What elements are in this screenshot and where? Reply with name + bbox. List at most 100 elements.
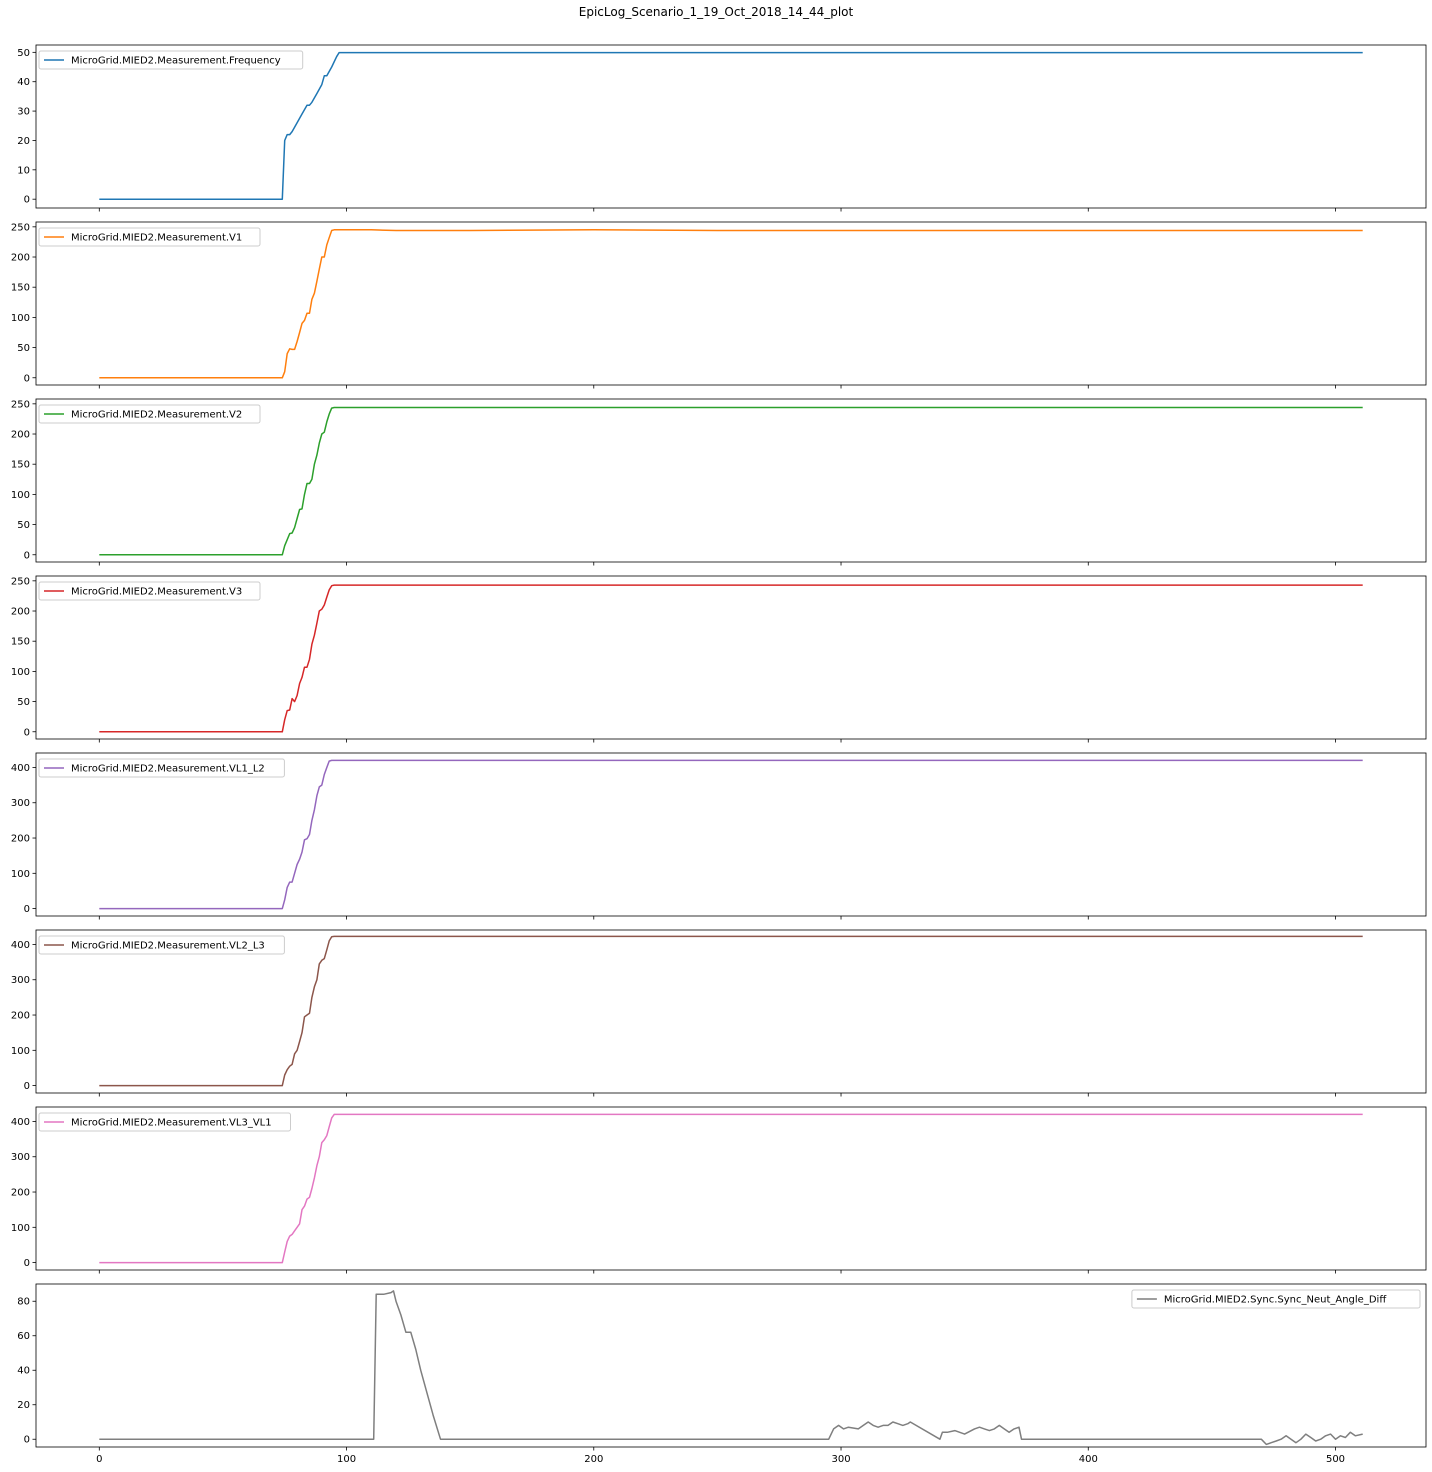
x-tick-label: 500 [1326,1454,1345,1465]
y-tick-label: 400 [11,940,30,951]
y-tick-label: 0 [24,373,30,384]
series-line [99,406,1363,556]
y-tick-label: 150 [11,460,30,471]
axes-frame [35,398,1427,563]
y-tick-label: 20 [17,1400,30,1411]
y-tick-label: 300 [11,798,30,809]
series-line [99,51,1363,200]
legend-box [38,404,261,424]
y-tick-label: 0 [24,727,30,738]
y-tick-label: 20 [17,136,30,147]
subplot-5: 0 100 200 300 400 MicroGrid.MIED2.Measurement… [11,752,1427,920]
series-line [99,759,1363,910]
y-tick-label: 50 [17,48,30,59]
y-tick-label: 200 [11,834,30,845]
x-tick-label: 400 [1079,1454,1098,1465]
subplot-1: 0 10 20 30 40 50 MicroGrid.MIED2.Measurement.F… [17,44,1427,212]
y-tick-label: 100 [11,869,30,880]
subplot-2: 0 50 100 150 200 250 MicroGrid.MIED2.Measureme… [11,221,1427,389]
y-tick-label: 150 [11,637,30,648]
y-tick-label: 250 [11,576,30,587]
y-tick-label: 100 [11,1046,30,1057]
y-tick-label: 100 [11,313,30,324]
y-tick-label: 0 [24,904,30,915]
y-tick-label: 200 [11,1011,30,1022]
y-tick-label: 10 [17,165,30,176]
legend-label: MicroGrid.MIED2.Measurement.V2 [71,410,242,421]
subplot-8: 0 20 40 60 80 0 100 200 300 400 500 MicroGrid.MIED2… [17,1283,1427,1465]
y-tick-label: 30 [17,107,30,118]
series-line [99,1290,1363,1446]
subplot-7: 0 100 200 300 400 MicroGrid.MIED2.Measurement… [11,1106,1427,1274]
y-tick-label: 40 [17,1366,30,1377]
legend-box [38,935,285,955]
legend: MicroGrid.MIED2.Measurement.V2 [38,404,261,424]
subplot-4: 0 50 100 150 200 250 MicroGrid.MIED2.Measureme… [11,575,1427,743]
subplot-6: 0 100 200 300 400 MicroGrid.MIED2.Measurement… [11,929,1427,1097]
legend: MicroGrid.MIED2.Measurement.V1 [38,227,261,247]
y-tick-label: 300 [11,1152,30,1163]
y-tick-label: 200 [11,607,30,618]
figure-title: EpicLog_Scenario_1_19_Oct_2018_14_44_plo… [578,5,854,19]
y-tick-label: 0 [24,195,30,206]
legend-label: MicroGrid.MIED2.Measurement.V1 [71,233,242,244]
y-tick-label: 300 [11,975,30,986]
legend-label: MicroGrid.MIED2.Measurement.VL2_L3 [71,941,265,952]
x-tick-label: 100 [337,1454,356,1465]
y-tick-label: 250 [11,399,30,410]
legend-box [38,227,261,247]
y-tick-label: 100 [11,667,30,678]
y-tick-label: 150 [11,283,30,294]
axes-frame [35,575,1427,740]
y-tick-label: 50 [17,343,30,354]
x-tick-label: 0 [96,1454,102,1465]
x-tick-label: 300 [831,1454,850,1465]
legend: MicroGrid.MIED2.Measurement.V3 [38,581,261,601]
axes-frame [35,221,1427,386]
y-tick-label: 60 [17,1331,30,1342]
legend: MicroGrid.MIED2.Measurement.VL1_L2 [38,758,285,778]
y-tick-label: 200 [11,1188,30,1199]
legend-box [38,581,261,601]
axes-frame [35,1283,1427,1448]
series-line [99,1113,1363,1264]
y-tick-label: 0 [24,1081,30,1092]
y-tick-label: 0 [24,1258,30,1269]
subplot-3: 0 50 100 150 200 250 MicroGrid.MIED2.Measureme… [11,398,1427,566]
y-tick-label: 50 [17,697,30,708]
series-line [99,229,1363,379]
legend-box [38,50,304,70]
y-tick-label: 50 [17,520,30,531]
legend: MicroGrid.MIED2.Sync.Sync_Neut_Angle_Dif… [1131,1289,1421,1309]
legend-label: MicroGrid.MIED2.Measurement.V3 [71,587,242,598]
y-tick-label: 40 [17,77,30,88]
x-tick-label: 200 [584,1454,603,1465]
legend: MicroGrid.MIED2.Measurement.VL2_L3 [38,935,285,955]
y-tick-label: 400 [11,1117,30,1128]
axes-frame [35,752,1427,917]
legend-label: MicroGrid.MIED2.Measurement.VL3_VL1 [71,1118,272,1129]
y-tick-label: 100 [11,490,30,501]
y-tick-label: 200 [11,253,30,264]
legend-box [38,1112,291,1132]
y-tick-label: 80 [17,1297,30,1308]
legend-box [38,758,285,778]
legend: MicroGrid.MIED2.Measurement.Frequency [38,50,304,70]
legend-box [1131,1289,1421,1309]
y-tick-label: 100 [11,1223,30,1234]
y-tick-label: 250 [11,222,30,233]
legend-label: MicroGrid.MIED2.Measurement.VL1_L2 [71,764,265,775]
axes-frame [35,929,1427,1094]
y-tick-label: 400 [11,763,30,774]
axes-frame [35,44,1427,209]
axes-frame [35,1106,1427,1271]
legend: MicroGrid.MIED2.Measurement.VL3_VL1 [38,1112,291,1132]
y-tick-label: 0 [24,550,30,561]
legend-label: MicroGrid.MIED2.Sync.Sync_Neut_Angle_Dif… [1164,1295,1387,1306]
y-tick-label: 0 [24,1435,30,1446]
y-tick-label: 200 [11,430,30,441]
legend-label: MicroGrid.MIED2.Measurement.Frequency [71,56,281,67]
series-line [99,935,1363,1087]
series-line [99,584,1363,733]
